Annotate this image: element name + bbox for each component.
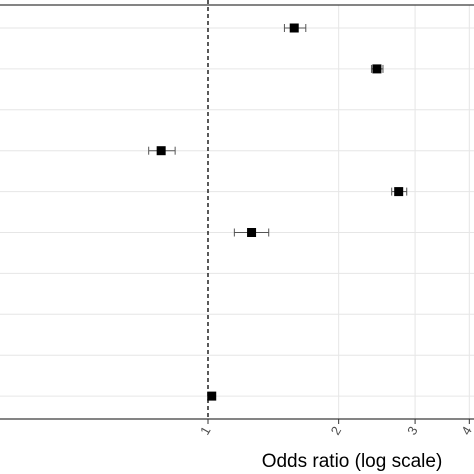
point-marker bbox=[156, 146, 166, 156]
data-point-row-10 bbox=[207, 391, 217, 401]
data-points bbox=[148, 23, 408, 401]
point-marker bbox=[207, 391, 217, 401]
panel-border bbox=[0, 4, 474, 420]
point-marker bbox=[247, 228, 257, 237]
point-marker bbox=[372, 64, 382, 74]
data-point-row-6 bbox=[233, 228, 270, 237]
x-axis-title: Odds ratio (log scale) bbox=[262, 451, 443, 472]
point-marker bbox=[394, 187, 404, 197]
data-point-row-5 bbox=[391, 187, 408, 197]
data-point-row-1 bbox=[283, 23, 307, 33]
data-point-row-4 bbox=[148, 146, 176, 156]
data-point-row-2 bbox=[370, 64, 384, 74]
point-marker bbox=[289, 23, 299, 33]
